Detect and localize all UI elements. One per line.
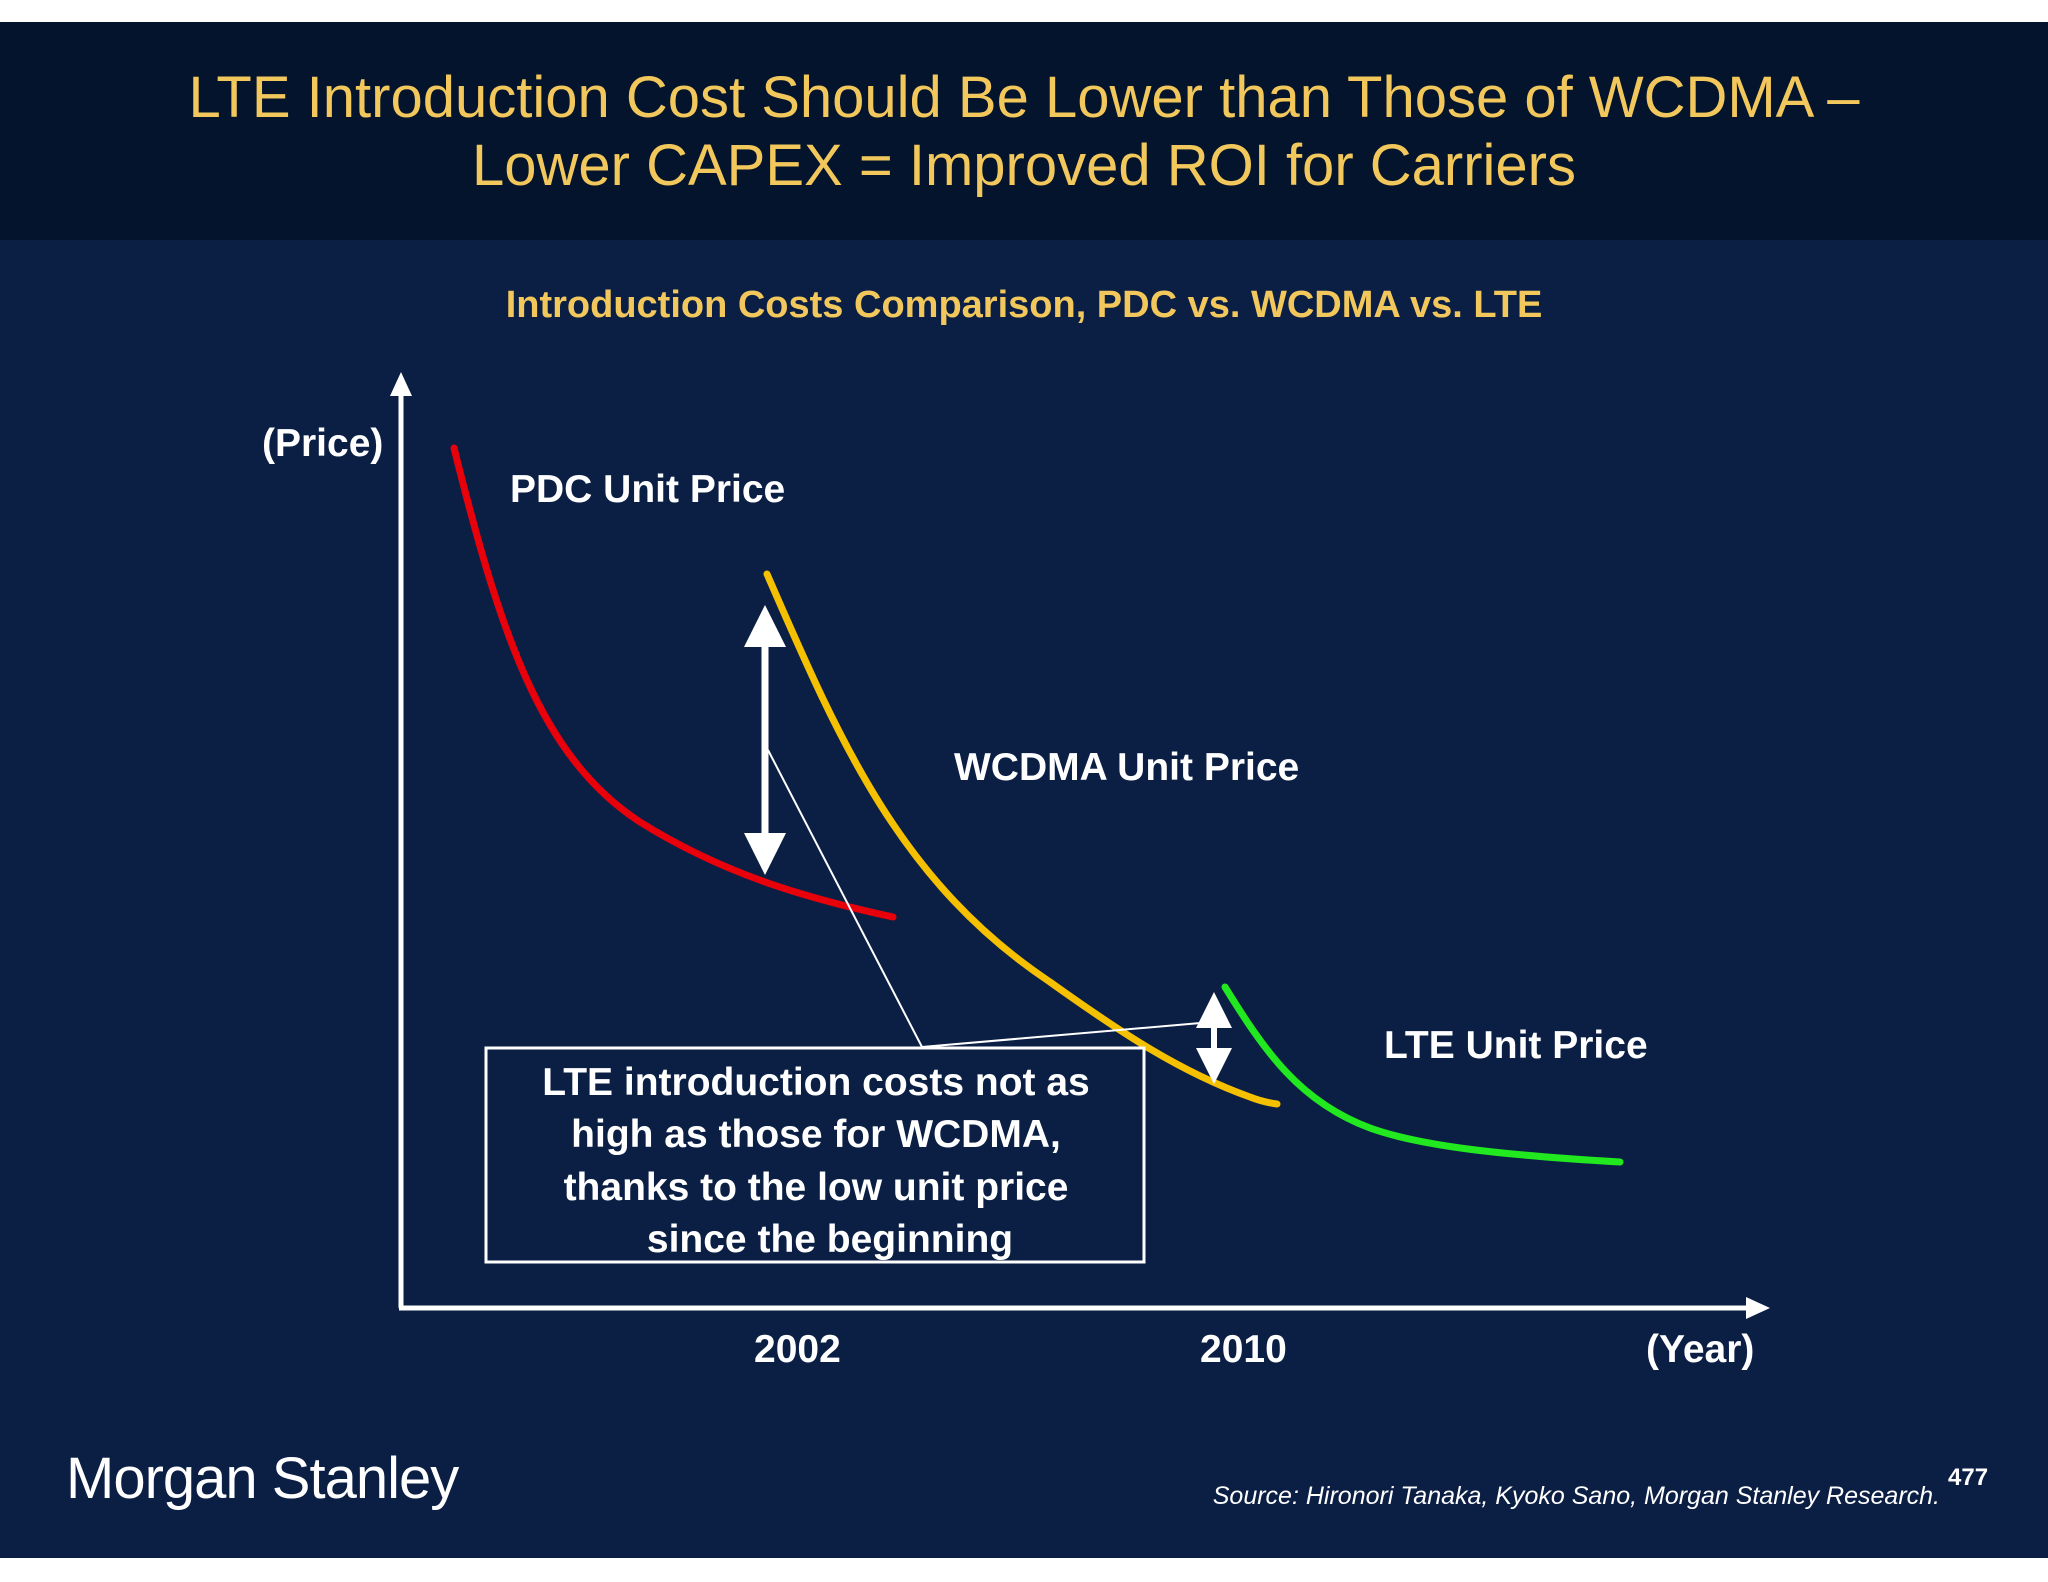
series-label-lte: LTE Unit Price xyxy=(1384,1024,1648,1067)
callout-box xyxy=(484,1046,1146,1264)
title-band: LTE Introduction Cost Should Be Lower th… xyxy=(0,22,2048,240)
callout-line-3: thanks to the low unit price xyxy=(564,1166,1069,1209)
source-note: Source: Hironori Tanaka, Kyoko Sano, Mor… xyxy=(1212,1482,1940,1510)
page-number: 477 xyxy=(1948,1464,1989,1491)
series-label-wcdma: WCDMA Unit Price xyxy=(954,746,1299,789)
x-axis-label: (Year) xyxy=(1646,1328,1754,1371)
x-tick-2010: 2010 xyxy=(1200,1328,1287,1371)
callout-line-2: high as those for WCDMA, xyxy=(571,1113,1061,1156)
series-line-wcdma xyxy=(763,570,1281,1108)
slide-title-line-2: Lower CAPEX = Improved ROI for Carriers xyxy=(472,133,1576,198)
slide-title-line-1: LTE Introduction Cost Should Be Lower th… xyxy=(188,65,1860,130)
chart-title: Introduction Costs Comparison, PDC vs. W… xyxy=(505,284,1543,326)
callout-connector-2 xyxy=(921,1021,1213,1048)
y-axis-label: (Price) xyxy=(262,422,383,465)
chart: (Price) (Year) 2002 2010 PDC Unit Price … xyxy=(262,372,1770,1371)
series-line-lte xyxy=(1221,983,1624,1166)
callout-line-1: LTE introduction costs not as xyxy=(542,1061,1089,1104)
series-line-pdc xyxy=(450,444,897,921)
series-label-pdc: PDC Unit Price xyxy=(510,468,785,511)
x-axis-arrowhead xyxy=(1746,1297,1770,1319)
callout-connector-1 xyxy=(767,749,923,1048)
slide: LTE Introduction Cost Should Be Lower th… xyxy=(0,22,2048,1558)
x-tick-2002: 2002 xyxy=(754,1328,841,1371)
morgan-stanley-logo: Morgan Stanley xyxy=(66,1446,459,1511)
callout-line-4: since the beginning xyxy=(647,1218,1013,1261)
y-axis-arrowhead xyxy=(390,372,412,396)
